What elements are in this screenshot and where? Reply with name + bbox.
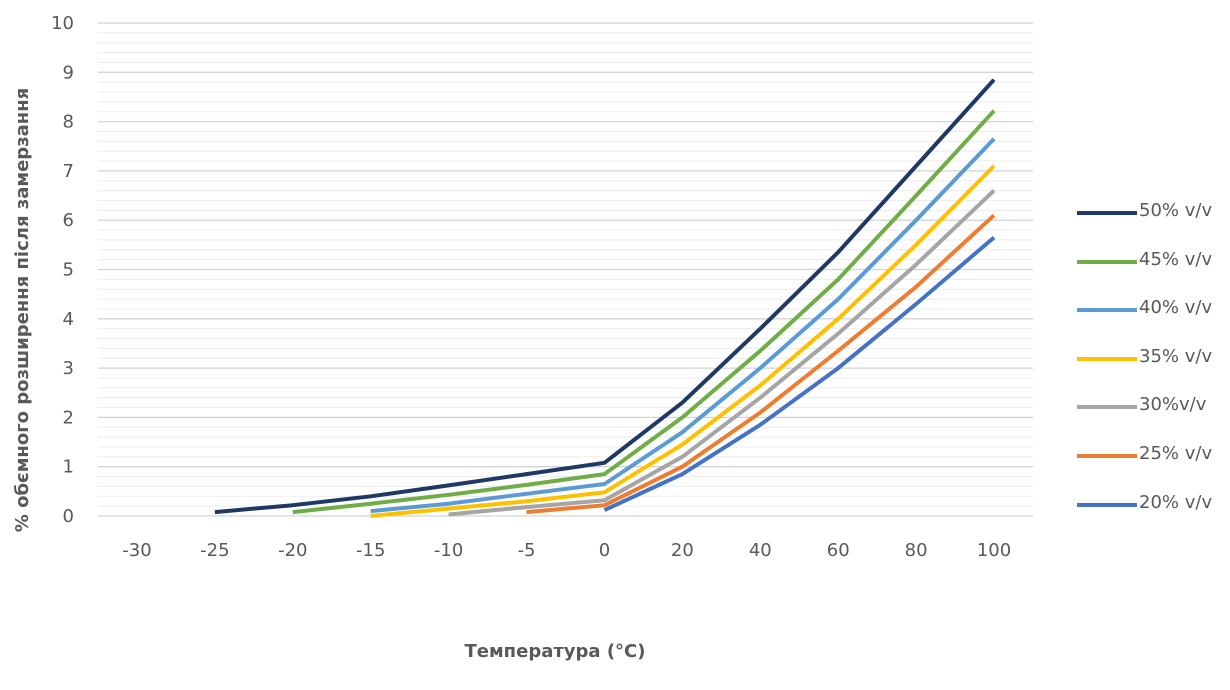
series-line-50-v-v (214, 78, 996, 515)
legend-swatch (1077, 454, 1137, 458)
legend-swatch (1077, 502, 1137, 507)
x-tick-label: 100 (977, 540, 1011, 561)
y-axis-ticks: 0 1 2 3 4 5 6 7 8 9 10 (51, 13, 74, 527)
y-tick-label: 3 (63, 358, 74, 379)
x-tick-label: -10 (434, 540, 463, 561)
x-tick-label: -25 (200, 540, 229, 561)
y-axis-title: % обємного розширення після замерзання (12, 88, 33, 532)
y-tick-label: 2 (63, 407, 74, 428)
x-tick-label: 80 (905, 540, 928, 561)
series-line-25-v-v (526, 213, 996, 515)
legend-swatch (1077, 259, 1137, 264)
y-tick-label: 9 (63, 62, 74, 83)
y-tick-label: 10 (51, 13, 74, 34)
series-line-40-v-v (370, 137, 996, 514)
y-tick-label: 8 (63, 112, 74, 133)
x-tick-label: 20 (671, 540, 694, 561)
x-tick-label: 40 (749, 540, 772, 561)
x-tick-label: -30 (122, 540, 151, 561)
y-tick-label: 5 (63, 260, 74, 281)
legend-label: 35% v/v (1139, 345, 1213, 367)
legend-item: 30%v/v (1075, 392, 1230, 422)
y-tick-label: 4 (63, 309, 74, 330)
legend-item: 40% v/v (1075, 295, 1230, 325)
y-tick-label: 7 (63, 161, 74, 182)
series-line-20-v-v (603, 235, 996, 512)
legend-swatch (1077, 356, 1137, 361)
legend-label: 20% v/v (1139, 491, 1213, 513)
x-tick-label: 60 (827, 540, 850, 561)
legend-swatch (1077, 405, 1137, 410)
legend-swatch (1077, 211, 1137, 215)
x-tick-label: 0 (599, 540, 610, 561)
series-lines (214, 78, 996, 518)
legend-label: 45% v/v (1139, 248, 1213, 270)
legend-swatch (1077, 308, 1137, 313)
x-tick-label: -15 (356, 540, 385, 561)
legend-item: 50% v/v (1075, 198, 1230, 228)
legend-label: 25% v/v (1139, 443, 1213, 464)
series-line-45-v-v (292, 109, 996, 515)
series-line-30-v-v (448, 189, 996, 517)
y-tick-label: 0 (63, 506, 74, 527)
legend-item: 25% v/v (1075, 441, 1230, 471)
series-line-35-v-v (370, 164, 996, 518)
legend-item: 35% v/v (1075, 344, 1230, 374)
x-tick-label: -20 (278, 540, 307, 561)
y-tick-label: 1 (63, 457, 74, 478)
y-tick-label: 6 (63, 210, 74, 231)
legend-item: 20% v/v (1075, 490, 1230, 520)
x-axis-ticks: -30 -25 -20 -15 -10 -5 0 20 40 60 80 100 (122, 540, 1011, 561)
x-tick-label: -5 (518, 540, 536, 561)
legend-label: 30%v/v (1139, 394, 1207, 416)
legend-label: 50% v/v (1139, 200, 1213, 221)
x-axis-title: Температура (°C) (464, 641, 645, 662)
legend-label: 40% v/v (1139, 297, 1213, 319)
legend-item: 45% v/v (1075, 247, 1230, 277)
